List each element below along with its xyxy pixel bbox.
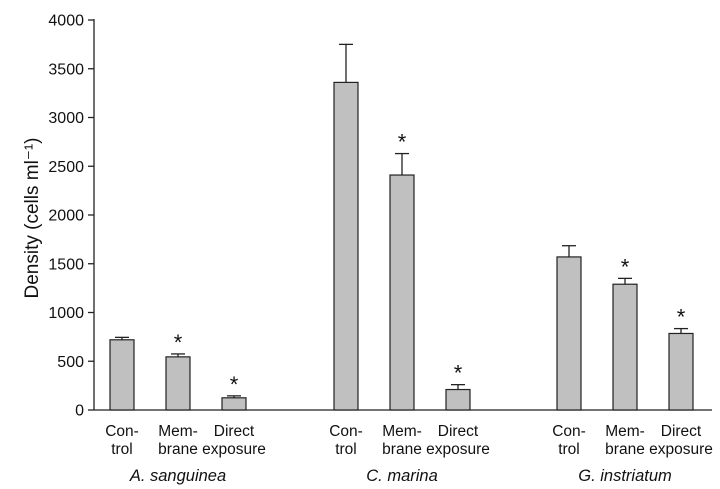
category-label: exposure	[202, 441, 266, 458]
category-label: Direct	[661, 423, 702, 440]
category-label: trol	[335, 441, 357, 458]
y-tick-label: 3500	[48, 61, 84, 78]
y-tick-label: 1500	[48, 256, 84, 273]
bars: * * * * * *	[109, 43, 694, 411]
axes: 0 500 1000 1500 2000 2500 3000 3500 4000 Density …	[22, 13, 712, 420]
bar	[221, 397, 247, 411]
significance-asterisk: *	[230, 372, 239, 397]
bar	[109, 339, 135, 411]
significance-asterisk: *	[174, 330, 183, 355]
y-tick-label: 2500	[48, 159, 84, 176]
y-tick-label: 500	[57, 354, 84, 371]
category-label: Mem-	[605, 423, 645, 440]
y-axis-title: Density (cells ml⁻¹)	[22, 138, 43, 299]
bar	[445, 388, 471, 411]
group-label: A. sanguinea	[129, 467, 226, 485]
category-label: brane	[605, 441, 645, 458]
category-label: Mem-	[158, 423, 198, 440]
y-tick-label: 2000	[48, 208, 84, 225]
category-label: exposure	[426, 441, 490, 458]
category-label: trol	[558, 441, 580, 458]
category-label: Direct	[214, 423, 255, 440]
significance-asterisk: *	[454, 361, 463, 386]
bar	[556, 256, 582, 411]
group-label: C. marina	[366, 467, 438, 485]
significance-asterisk: *	[677, 305, 686, 330]
significance-asterisk: *	[621, 254, 630, 279]
bar	[389, 174, 415, 411]
category-label: trol	[111, 441, 133, 458]
category-label: Con-	[329, 423, 363, 440]
y-tick-label: 4000	[48, 13, 84, 30]
bar	[668, 332, 694, 411]
bar	[612, 283, 638, 411]
y-tick-label: 3000	[48, 110, 84, 127]
category-label: Mem-	[382, 423, 422, 440]
group-label: G. instriatum	[578, 467, 672, 485]
bar	[333, 81, 359, 411]
category-label: brane	[382, 441, 422, 458]
category-label: Con-	[105, 423, 139, 440]
category-label: Con-	[552, 423, 586, 440]
category-label: brane	[158, 441, 198, 458]
significance-asterisk: *	[398, 130, 407, 155]
bar	[165, 356, 191, 411]
category-label: Direct	[438, 423, 479, 440]
y-tick-label: 0	[75, 403, 84, 420]
category-label: exposure	[649, 441, 713, 458]
y-tick-label: 1000	[48, 305, 84, 322]
